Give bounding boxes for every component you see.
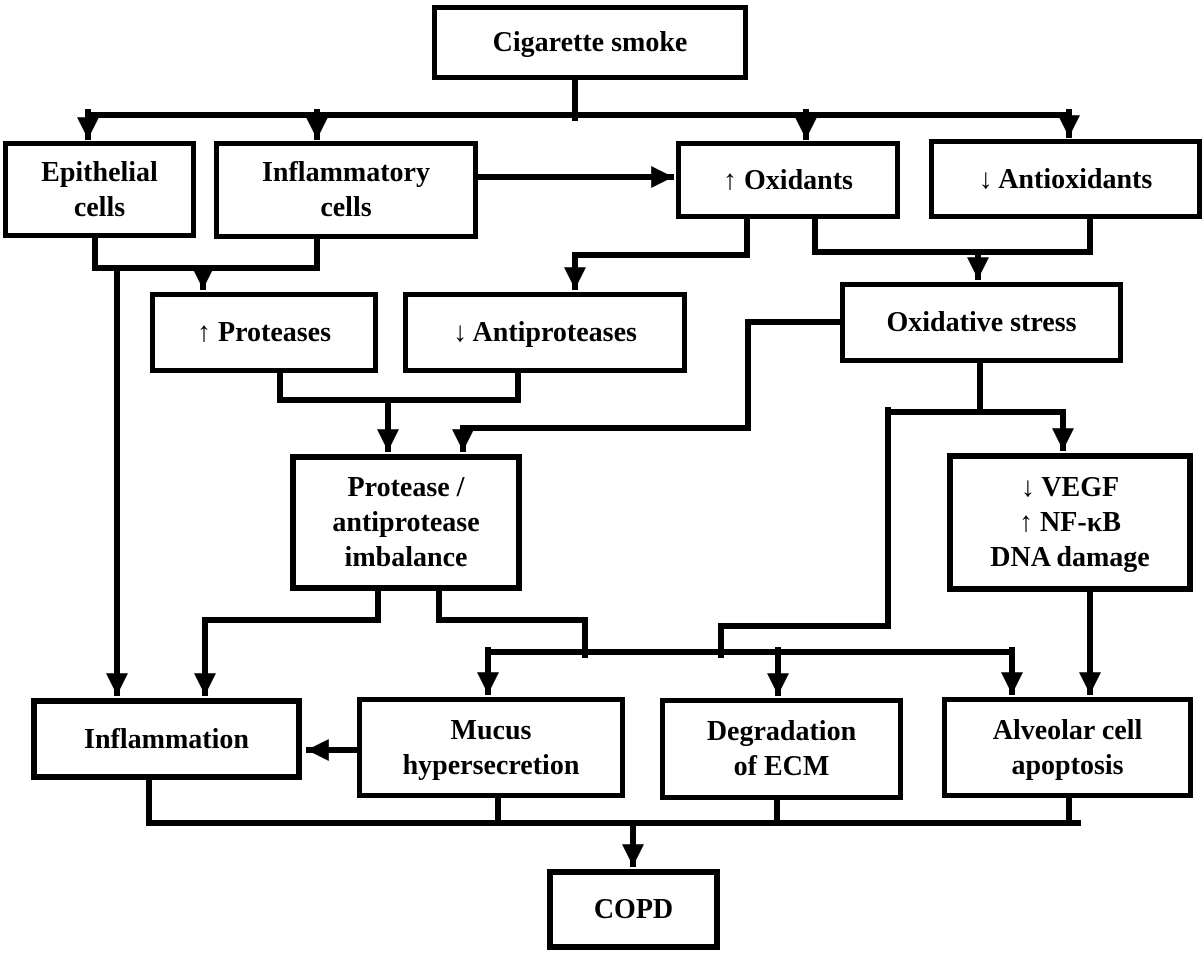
node-label-oxidants: ↑ Oxidants: [723, 163, 853, 198]
node-label-inflammation: Inflammation: [84, 722, 249, 757]
node-label-mucus-hypersecretion: Mucus hypersecretion: [403, 713, 580, 783]
node-oxidants: ↑ Oxidants: [676, 141, 900, 219]
edge-oxidative-branch-to-midline: [718, 407, 891, 658]
node-label-line: ↓ VEGF: [1020, 472, 1120, 503]
node-protease-antiprotease-imbalance: Protease / antiprotease imbalance: [290, 454, 522, 591]
node-label-line: apoptosis: [1011, 749, 1124, 781]
node-cigarette-smoke: Cigarette smoke: [432, 5, 748, 80]
node-mucus-hypersecretion: Mucus hypersecretion: [357, 697, 625, 798]
node-label-line: ↓ Antiproteases: [453, 317, 637, 348]
node-label-line: COPD: [593, 894, 674, 925]
node-label-line: ↓ Antioxidants: [978, 163, 1153, 195]
node-antiproteases: ↓ Antiproteases: [403, 292, 687, 373]
node-label-epithelial-cells: Epithelial cells: [41, 155, 158, 225]
node-label-cigarette-smoke: Cigarette smoke: [493, 25, 688, 60]
edge-epithelial-inflammatory-merge: [92, 232, 320, 271]
node-proteases: ↑ Proteases: [150, 292, 378, 373]
edge-imbalance-to-inflammation: [194, 585, 381, 696]
node-inflammatory-cells: Inflammatory cells: [214, 141, 478, 239]
node-label-line: Epithelial: [41, 156, 158, 188]
node-label-inflammatory-cells: Inflammatory cells: [262, 155, 430, 225]
node-label-line: cells: [320, 192, 372, 223]
node-label-line: Inflammation: [84, 723, 249, 755]
node-label-line: of ECM: [733, 751, 830, 782]
node-label-line: antiprotease: [332, 507, 480, 538]
node-label-line: ↑ Proteases: [197, 317, 331, 348]
node-label-line: ↑ NF-κB: [1019, 507, 1121, 538]
node-degradation-of-ecm: Degradation of ECM: [660, 698, 903, 800]
node-vegf-nfkb-dna-damage: ↓ VEGF ↑ NF-κB DNA damage: [947, 453, 1193, 592]
node-label-proteases: ↑ Proteases: [197, 315, 331, 350]
node-epithelial-cells: Epithelial cells: [3, 141, 196, 238]
node-label-line: hypersecretion: [402, 749, 580, 781]
node-label-antioxidants: ↓ Antioxidants: [979, 162, 1153, 197]
node-label-vegf-nfkb-dna-damage: ↓ VEGF ↑ NF-κB DNA damage: [990, 470, 1149, 575]
node-label-degradation-of-ecm: Degradation of ECM: [707, 714, 856, 784]
node-label-protease-antiprotease-imbalance: Protease / antiprotease imbalance: [332, 470, 479, 575]
node-label-line: ↑ Oxidants: [723, 164, 853, 196]
node-label-line: Cigarette smoke: [492, 27, 688, 58]
node-antioxidants: ↓ Antioxidants: [929, 139, 1202, 219]
node-label-line: DNA damage: [990, 542, 1150, 573]
node-copd: COPD: [547, 869, 720, 950]
node-label-copd: COPD: [594, 892, 673, 927]
node-label-line: Mucus: [450, 714, 532, 746]
node-label-oxidative-stress: Oxidative stress: [886, 305, 1076, 340]
node-label-line: Protease /: [347, 472, 465, 503]
edge-proteases-antiproteases-merge: [277, 367, 521, 403]
edge-oxidants-antioxidants-merge: [812, 213, 1093, 255]
node-label-alveolar-cell-apoptosis: Alveolar cell apoptosis: [993, 713, 1143, 783]
node-label-line: Inflammatory: [262, 157, 430, 188]
edge-oxidants-to-antiproteases: [564, 213, 750, 290]
node-inflammation: Inflammation: [31, 698, 302, 780]
edge-split-to-vegf: [885, 409, 1074, 451]
node-oxidative-stress: Oxidative stress: [840, 282, 1123, 363]
node-label-line: Oxidative stress: [886, 307, 1077, 338]
node-label-line: imbalance: [344, 542, 468, 573]
edge-imbalance-to-midline: [436, 585, 588, 658]
node-label-line: cells: [73, 191, 126, 223]
edge-oxidative-stress-to-imbalance: [452, 319, 846, 452]
node-label-antiproteases: ↓ Antiproteases: [453, 315, 637, 350]
node-alveolar-cell-apoptosis: Alveolar cell apoptosis: [942, 697, 1193, 798]
node-label-line: Degradation: [706, 716, 857, 747]
node-label-line: Alveolar cell: [992, 714, 1143, 746]
